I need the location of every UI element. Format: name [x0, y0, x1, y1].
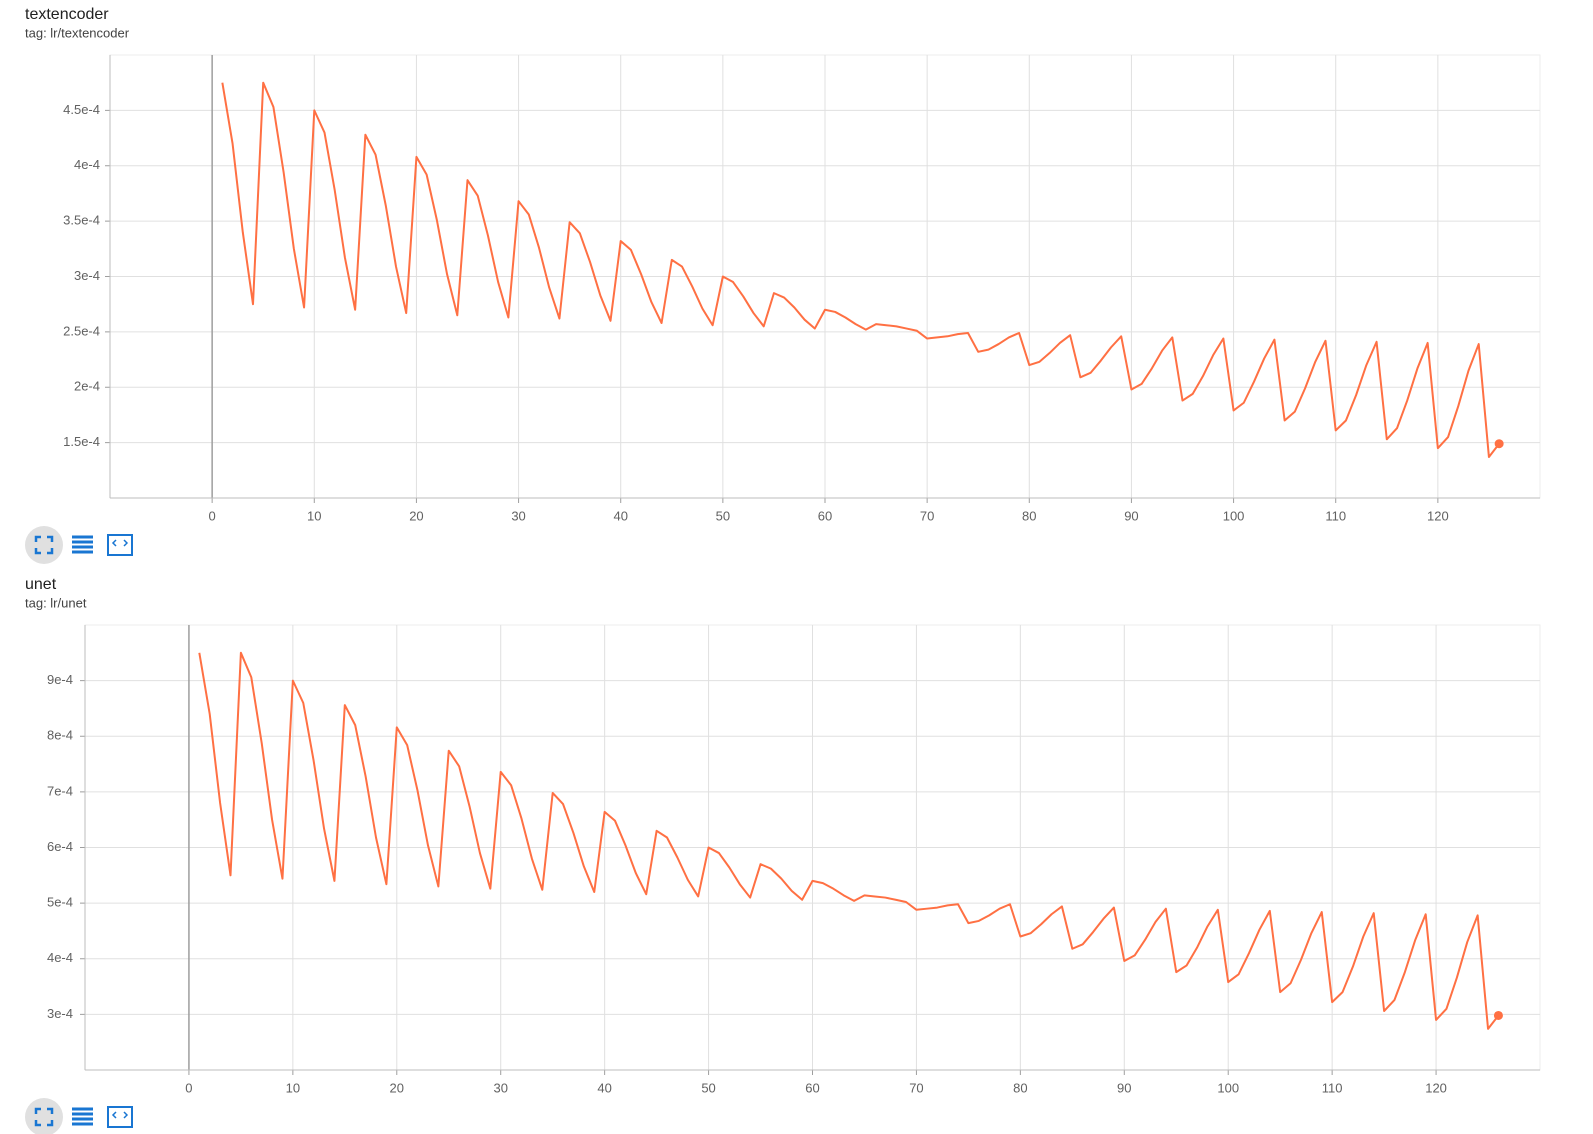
y-tick-label: 6e-4: [47, 839, 73, 854]
fit-icon: [107, 534, 133, 556]
y-tick-label: 3e-4: [47, 1006, 73, 1021]
fit-domain-button[interactable]: [107, 534, 133, 556]
x-tick-label: 110: [1325, 508, 1346, 523]
table-icon-line: [72, 1107, 93, 1111]
button-bg: [25, 1098, 63, 1134]
x-tick-label: 50: [701, 1080, 715, 1095]
x-tick-label: 110: [1322, 1080, 1343, 1095]
x-tick-label: 0: [209, 508, 216, 523]
chart-title: unet: [25, 576, 57, 593]
y-tick-label: 9e-4: [47, 672, 73, 687]
x-tick-label: 30: [493, 1080, 507, 1095]
y-tick-label: 4.5e-4: [63, 102, 100, 117]
x-tick-label: 10: [286, 1080, 300, 1095]
table-icon-line: [72, 1112, 93, 1116]
fullscreen-icon: [34, 1107, 54, 1127]
fit-domain-button[interactable]: [107, 1106, 133, 1128]
x-tick-label: 100: [1223, 508, 1245, 523]
fit-icon-arrows: [111, 1111, 129, 1119]
x-tick-label: 90: [1124, 508, 1138, 523]
data-line: [221, 81, 1500, 459]
y-tick-label: 5e-4: [47, 895, 73, 910]
x-tick-label: 40: [613, 508, 627, 523]
table-icon-line: [72, 545, 93, 549]
y-tick-label: 4e-4: [47, 950, 73, 965]
y-tick-label: 2e-4: [74, 379, 100, 394]
last-point: [1493, 1010, 1503, 1020]
x-tick-label: 70: [909, 1080, 923, 1095]
x-tick-label: 80: [1022, 508, 1036, 523]
x-tick-label: 0: [185, 1080, 192, 1095]
data-table-button[interactable]: [72, 1107, 93, 1126]
x-tick-label: 120: [1425, 1080, 1447, 1095]
x-tick-label: 30: [511, 508, 525, 523]
x-tick-label: 60: [818, 508, 832, 523]
x-tick-label: 20: [409, 508, 423, 523]
x-tick-label: 100: [1217, 1080, 1239, 1095]
chart-subtitle: tag: lr/unet: [25, 595, 87, 610]
fullscreen-button[interactable]: [25, 1098, 63, 1134]
x-tick-label: 40: [597, 1080, 611, 1095]
y-tick-label: 3e-4: [74, 268, 100, 283]
y-tick-label: 7e-4: [47, 783, 73, 798]
table-icon-line: [72, 550, 93, 554]
x-tick-label: 20: [390, 1080, 404, 1095]
fit-icon-arrows: [111, 539, 129, 547]
x-tick-label: 10: [307, 508, 321, 523]
chart-subtitle: tag: lr/textencoder: [25, 25, 130, 40]
fit-icon: [107, 1106, 133, 1128]
chart-title: textencoder: [25, 6, 109, 23]
y-tick-label: 4e-4: [74, 157, 100, 172]
table-icon-line: [72, 535, 93, 539]
y-tick-label: 3.5e-4: [63, 213, 100, 228]
x-tick-label: 120: [1427, 508, 1449, 523]
y-tick-label: 8e-4: [47, 728, 73, 743]
x-tick-label: 70: [920, 508, 934, 523]
table-icon-line: [72, 1122, 93, 1126]
data-line: [198, 651, 1500, 1030]
table-icon-line: [72, 540, 93, 544]
y-tick-label: 2.5e-4: [63, 323, 100, 338]
x-tick-label: 80: [1013, 1080, 1027, 1095]
fullscreen-button[interactable]: [25, 526, 63, 564]
button-bg: [25, 526, 63, 564]
data-table-button[interactable]: [72, 535, 93, 554]
fullscreen-icon: [34, 535, 54, 555]
x-tick-label: 50: [716, 508, 730, 523]
table-icon-line: [72, 1117, 93, 1121]
x-tick-label: 60: [805, 1080, 819, 1095]
y-tick-label: 1.5e-4: [63, 434, 100, 449]
last-point: [1494, 439, 1504, 449]
x-tick-label: 90: [1117, 1080, 1131, 1095]
